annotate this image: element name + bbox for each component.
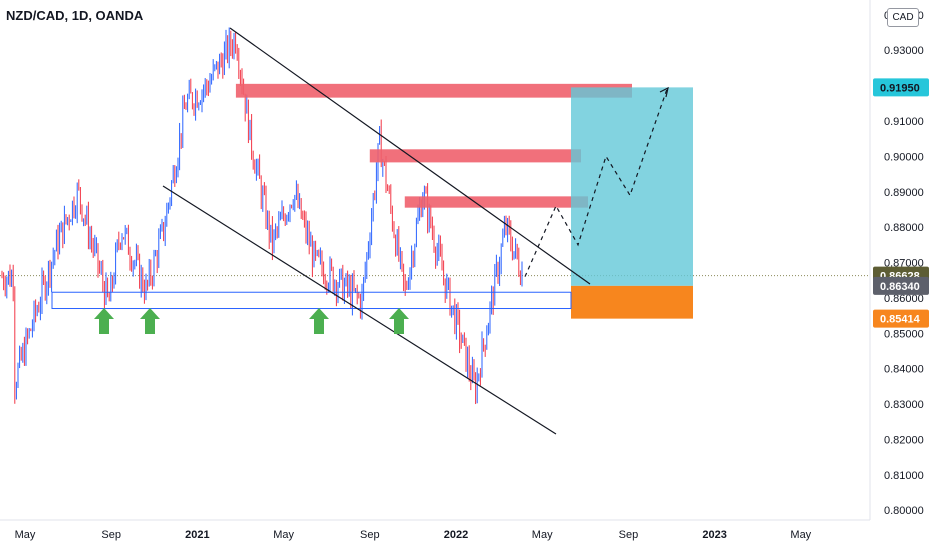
symbol-title: NZD/CAD, 1D, OANDA [6,8,144,23]
price-badge-label: 0.85414 [880,314,921,326]
time-tick-label: Sep [360,529,380,541]
drawings [51,27,693,435]
time-axis-background [0,520,932,550]
price-tick-label: 0.85000 [884,328,924,340]
price-tick-label: 0.89000 [884,187,924,199]
currency-button[interactable]: CAD [887,8,919,27]
time-tick-label: May [15,529,36,541]
support-zone [51,291,572,310]
bounce-arrow-icon [140,308,160,334]
bounce-arrow-icon [389,308,409,334]
candles [1,27,523,405]
supply-zone [404,196,588,208]
price-badge [873,78,929,97]
bounce-arrow-icon [309,308,329,334]
channel-lower-line [162,185,557,435]
price-badge [873,276,929,295]
price-tick-label: 0.91000 [884,116,924,128]
price-tick-label: 0.80000 [884,505,924,517]
price-badge-label: 0.86340 [880,281,920,293]
channel-upper-line [229,27,591,285]
price-tick-label: 0.86000 [884,293,924,305]
price-tick-label: 0.83000 [884,399,924,411]
price-badge [873,309,929,328]
price-tick-label: 0.82000 [884,434,924,446]
price-badge-label: 0.91950 [880,82,920,94]
stop-zone [571,285,693,319]
time-axis: May Sep 2021 May Sep 2022 May Sep 2023 May [0,519,932,550]
supply-zone [235,83,632,98]
price-tick-label: 0.90000 [884,151,924,163]
time-tick-label: 2023 [702,529,726,541]
time-tick-label: 2021 [185,529,209,541]
time-tick-label: Sep [101,529,121,541]
price-tick-label: 0.93000 [884,45,924,57]
supply-zone [369,149,581,163]
time-tick-label: May [790,529,811,541]
projected-path [524,88,668,277]
price-tick-label: 0.84000 [884,364,924,376]
target-zone [571,87,693,286]
time-tick-label: Sep [619,529,639,541]
time-tick-label: May [273,529,294,541]
price-tick-label: 0.81000 [884,470,924,482]
time-tick-label: 2022 [444,529,468,541]
bounce-arrow-icon [94,308,114,334]
time-tick-label: May [532,529,553,541]
projected-arrow-head [659,86,669,98]
price-tick-label: 0.87000 [884,258,924,270]
price-tick-label: 0.88000 [884,222,924,234]
